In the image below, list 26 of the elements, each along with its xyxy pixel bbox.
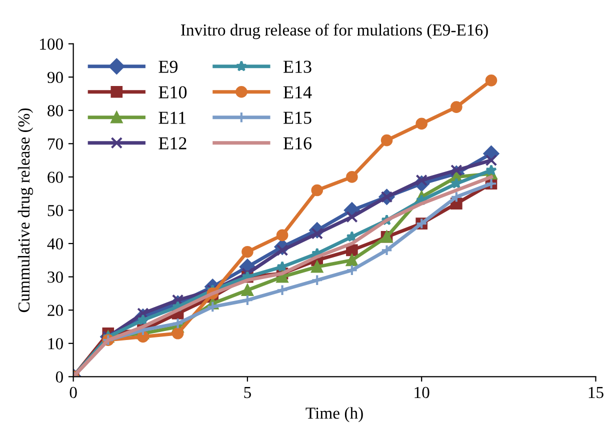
y-tick-label: 80 [48,105,63,116]
legend-label: E13 [283,60,312,73]
y-tick-label: 40 [47,238,63,250]
legend-label: E9 [158,60,178,73]
y-tick-label: 10 [48,338,63,350]
y-tick-label: 70 [48,138,63,150]
y-tick-label: 30 [48,272,63,283]
legend-label: E12 [158,137,186,150]
y-tick-label: 20 [48,304,63,316]
x-tick-label: 15 [588,386,604,398]
y-tick-label: 50 [48,204,63,216]
legend-label: E16 [283,137,312,150]
legend-label: E11 [158,112,186,124]
y-tick-label: 0 [56,371,63,383]
y-axis-title: Cummulative drug release (%) [18,108,34,312]
x-axis-title: Time (h) [306,407,363,422]
chart-title: Invitro drug release of for mulations (E9-E16) [181,24,488,40]
y-tick-label: 90 [47,72,63,84]
legend-label: E14 [283,86,312,98]
legend-label: E15 [283,112,312,124]
legend-label: E10 [158,86,187,98]
y-tick-label: 60 [48,172,63,183]
x-tick-label: 5 [244,387,251,398]
x-tick-label: 0 [70,386,77,398]
y-tick-label: 100 [40,38,63,50]
x-tick-label: 10 [414,386,430,398]
